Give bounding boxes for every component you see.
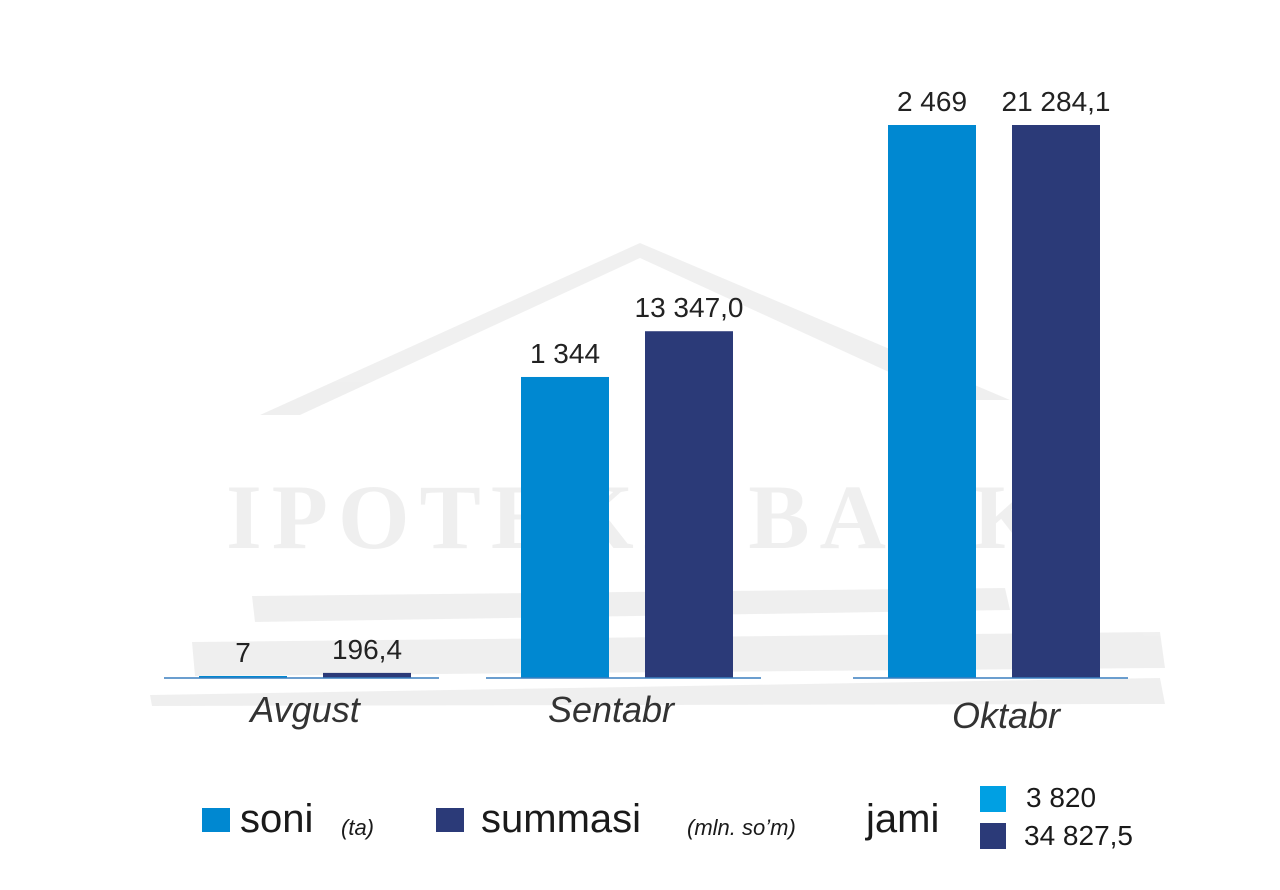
bars [164,125,1128,679]
value-label-soni-sentabr: 1 344 [530,338,600,369]
bar-summasi-avgust [323,672,411,678]
value-label-summasi-avgust: 196,4 [332,634,402,665]
category-label-avgust: Avgust [248,689,361,730]
bar-summasi-sentabr [645,331,733,678]
value-label-summasi-oktabr: 21 284,1 [1002,86,1111,117]
value-label-soni-oktabr: 2 469 [897,86,967,117]
value-label-soni-avgust: 7 [235,637,251,668]
category-label-oktabr: Oktabr [952,695,1062,736]
bar-soni-sentabr [521,376,609,678]
value-label-summasi-sentabr: 13 347,0 [635,292,744,323]
bar-soni-oktabr [888,125,976,678]
value-labels: 7 196,4 1 344 13 347,0 2 469 21 284,1 [235,86,1110,668]
bar-soni-avgust [199,676,287,678]
bar-summasi-oktabr [1012,125,1100,678]
category-labels: Avgust Sentabr Oktabr [248,689,1062,736]
category-label-sentabr: Sentabr [548,689,676,730]
